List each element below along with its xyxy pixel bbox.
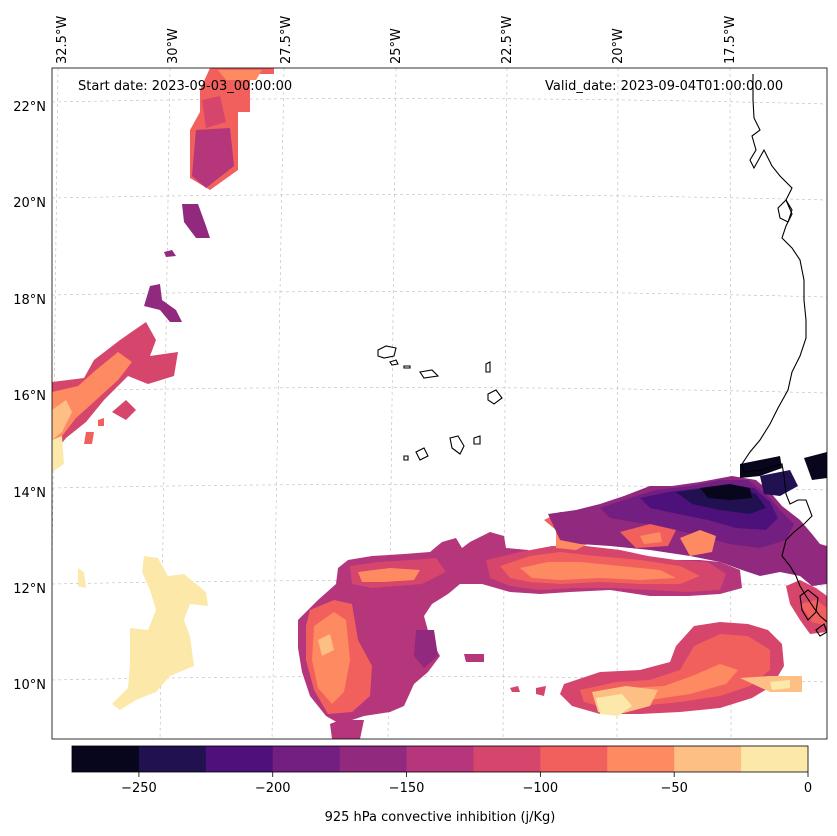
cin-patch (98, 418, 104, 426)
cin-patch (202, 96, 226, 128)
colorbar-swatch (138, 746, 207, 772)
lon-label: 32.5°W (55, 16, 70, 64)
colorbar-ticks: −250 −200 −150 −100 −50 0 (121, 772, 812, 796)
lon-label: 25°W (389, 28, 404, 64)
lon-label: 30°W (166, 28, 181, 64)
colorbar: −250 −200 −150 −100 −50 0 925 hPa convective … (71, 745, 812, 825)
cin-patch (330, 720, 364, 739)
cin-patch (700, 484, 752, 500)
cin-patch (218, 70, 262, 80)
cin-patch (414, 630, 438, 668)
cin-patch (164, 250, 176, 257)
colorbar-swatch (741, 746, 809, 772)
colorbar-tick-label: −250 (121, 781, 157, 796)
start-date-text: Start date: 2023-09-03_00:00:00 (78, 79, 292, 94)
colorbar-swatches (72, 746, 809, 772)
colorbar-swatch (339, 746, 408, 772)
latitude-labels: 22°N 20°N 18°N 16°N 14°N 12°N 10°N (13, 100, 46, 693)
cin-patch (52, 436, 64, 472)
valid-date-text: Valid_date: 2023-09-04T01:00:00.00 (545, 79, 783, 94)
lat-label: 16°N (13, 389, 46, 404)
lon-label: 27.5°W (279, 16, 294, 64)
cin-patch (78, 568, 86, 588)
cin-patch (800, 600, 827, 626)
lat-label: 10°N (13, 678, 46, 693)
cin-patch (52, 322, 178, 456)
cin-patch (52, 352, 132, 444)
cin-patch (112, 400, 136, 420)
colorbar-swatch (607, 746, 675, 772)
cin-patch (52, 400, 72, 440)
cin-patch (640, 532, 662, 544)
colorbar-swatch (473, 746, 541, 772)
lat-label: 18°N (13, 293, 46, 308)
colorbar-swatch (272, 746, 341, 772)
colorbar-swatch (72, 746, 140, 772)
cape-verde-islands (377, 345, 503, 461)
colorbar-tick-label: 0 (804, 781, 812, 796)
lat-label: 22°N (13, 100, 46, 115)
lon-label: 20°W (611, 28, 626, 64)
cin-patch (510, 686, 520, 692)
lon-label: 22.5°W (500, 16, 515, 64)
cin-patch (358, 568, 420, 582)
cin-patch (740, 456, 782, 478)
cin-patch (112, 556, 208, 710)
cin-patch (182, 204, 210, 238)
coastline (741, 74, 827, 637)
cin-patch (144, 284, 182, 322)
cin-patch (536, 686, 546, 696)
colorbar-swatch (406, 746, 474, 772)
cin-patch (596, 694, 632, 716)
cin-patch (520, 562, 676, 580)
cin-patch (770, 680, 790, 690)
cin-patch (84, 432, 94, 444)
cin-patch (804, 452, 827, 480)
cin-patch (760, 470, 798, 496)
lat-label: 14°N (13, 486, 46, 501)
colorbar-swatch (674, 746, 742, 772)
colorbar-label: 925 hPa convective inhibition (j/Kg) (325, 810, 556, 825)
lon-label: 17.5°W (723, 16, 738, 64)
map-frame (51, 67, 828, 740)
lat-label: 20°N (13, 196, 46, 211)
cin-contours (52, 68, 827, 739)
colorbar-tick-label: −150 (389, 781, 425, 796)
cin-patch (464, 654, 484, 662)
colorbar-swatch (540, 746, 608, 772)
colorbar-swatch (205, 746, 274, 772)
longitude-labels: 32.5°W 30°W 27.5°W 25°W 22.5°W 20°W 17.5… (55, 16, 738, 64)
cin-patch (312, 612, 350, 704)
cin-patch (318, 634, 334, 656)
colorbar-tick-label: −200 (255, 781, 291, 796)
lat-label: 12°N (13, 582, 46, 597)
colorbar-frame (71, 745, 809, 773)
colorbar-tick-label: −50 (660, 781, 687, 796)
cin-patch (192, 128, 234, 188)
cin-patch (680, 530, 716, 556)
colorbar-tick-label: −100 (523, 781, 559, 796)
